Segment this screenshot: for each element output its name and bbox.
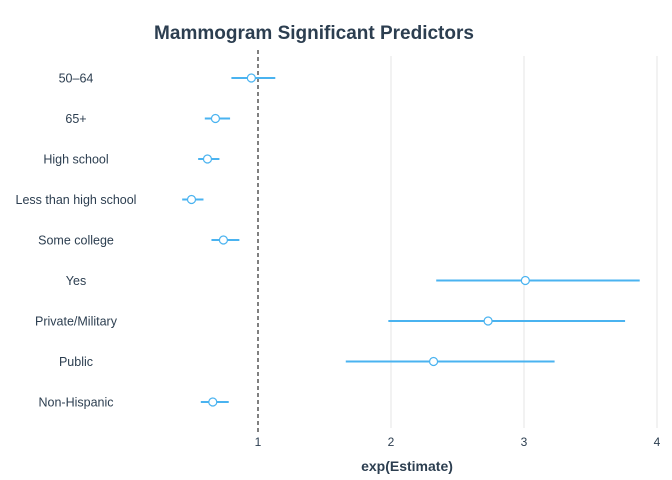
chart-title: Mammogram Significant Predictors <box>154 23 474 44</box>
estimate-marks <box>182 73 640 407</box>
x-tick-label: 2 <box>388 435 395 449</box>
estimate-point <box>483 316 493 326</box>
estimate-point <box>218 235 229 245</box>
category-label: Some college <box>38 234 114 248</box>
category-label: 50–64 <box>59 72 94 86</box>
grid-lines <box>390 56 658 428</box>
estimate-point <box>428 356 439 367</box>
x-tick-label: 3 <box>521 435 528 449</box>
category-label: 65+ <box>65 112 86 126</box>
category-label: Public <box>59 355 93 369</box>
category-label: Non-Hispanic <box>38 396 113 410</box>
category-label: High school <box>43 153 108 167</box>
estimate-point <box>520 275 530 286</box>
estimate-point <box>186 194 197 205</box>
estimate-point <box>210 113 221 124</box>
x-axis-title: exp(Estimate) <box>361 458 453 474</box>
x-tick-labels: 1 2 3 4 <box>255 435 661 449</box>
estimate-point <box>208 397 218 407</box>
estimate-point <box>202 154 213 164</box>
estimate-point <box>246 73 256 83</box>
x-tick-label: 1 <box>255 435 262 449</box>
category-label: Less than high school <box>16 193 137 207</box>
x-tick-label: 4 <box>654 435 661 449</box>
category-labels: 50–64 65+ High school Less than high school… <box>16 72 137 410</box>
category-label: Private/Military <box>35 315 118 329</box>
category-label: Yes <box>66 274 86 288</box>
